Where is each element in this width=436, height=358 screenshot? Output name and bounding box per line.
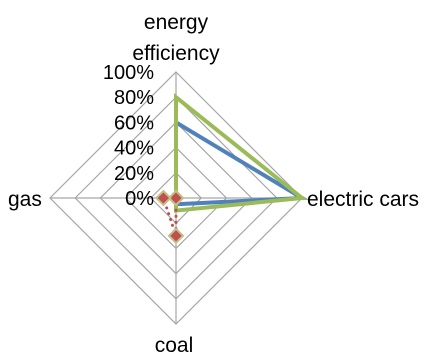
series-3-marker xyxy=(167,227,185,245)
tick-label: 40% xyxy=(114,138,154,160)
category-label-coal: coal xyxy=(155,334,194,357)
series-3-marker xyxy=(167,189,185,207)
series-2-line xyxy=(174,93,308,213)
category-label-electric-cars: electric cars xyxy=(307,188,419,211)
category-label-gas: gas xyxy=(8,188,42,211)
category-label-energy-efficiency-line1: energy xyxy=(144,11,209,34)
radial-tick-labels: 0% 20% 40% 60% 80% 100% xyxy=(103,62,154,210)
series-3-marker xyxy=(154,189,172,207)
radar-series xyxy=(154,93,309,245)
tick-label: 0% xyxy=(125,188,154,210)
tick-label: 20% xyxy=(114,163,154,185)
category-label-energy-efficiency-line2: efficiency xyxy=(132,42,220,65)
tick-label: 60% xyxy=(114,112,154,134)
tick-label: 100% xyxy=(103,62,154,84)
tick-label: 80% xyxy=(114,87,154,109)
